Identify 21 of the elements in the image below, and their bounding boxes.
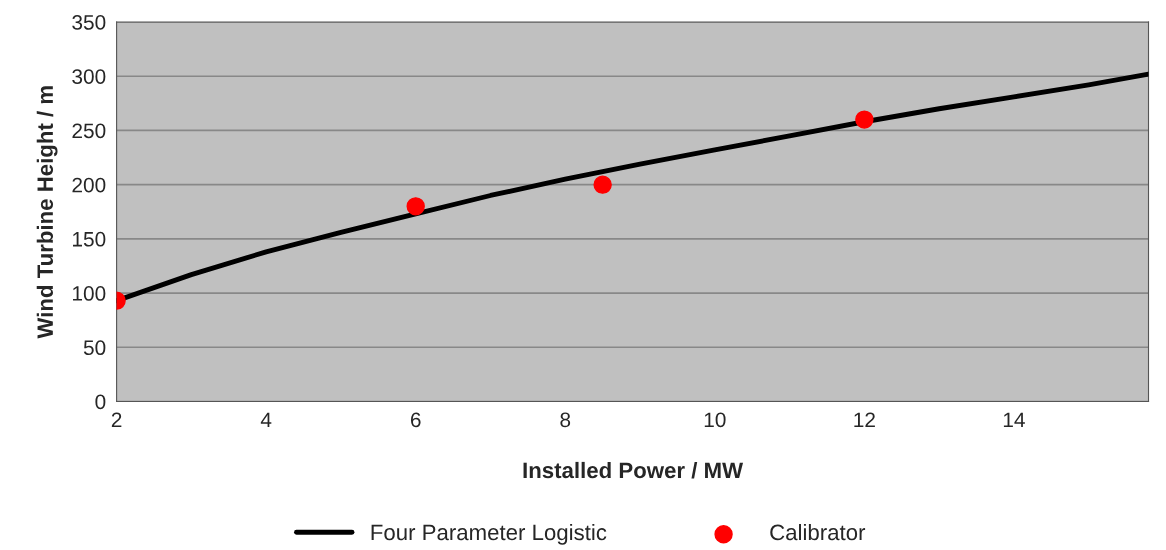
y-tick-label: 150 (73, 231, 106, 247)
y-tick-label: 200 (72, 177, 106, 193)
x-tick-label: 2 (111, 412, 122, 428)
x-tick-label: 8 (560, 412, 571, 428)
legend-label: Four Parameter Logistic (371, 523, 607, 545)
y-tick-label: 0 (95, 394, 106, 410)
x-tick-label: 6 (410, 412, 421, 428)
x-tick-label: 14 (1003, 412, 1025, 428)
y-tick-label: 300 (72, 69, 106, 84)
x-tick-label: 4 (260, 412, 272, 428)
y-axis-title: Wind Turbine Height / m (36, 86, 58, 339)
legend-label: Calibrator (770, 523, 866, 541)
point (406, 197, 425, 216)
y-tick-label: 50 (83, 340, 106, 356)
y-tick-label: 250 (72, 123, 106, 139)
y-tick-label: 100 (73, 286, 106, 301)
point (593, 175, 612, 194)
y-tick-label: 350 (72, 15, 106, 30)
x-tick-label: 10 (704, 412, 726, 428)
x-axis-title: Installed Power / MW (523, 461, 744, 479)
x-tick-label: 12 (854, 412, 875, 428)
